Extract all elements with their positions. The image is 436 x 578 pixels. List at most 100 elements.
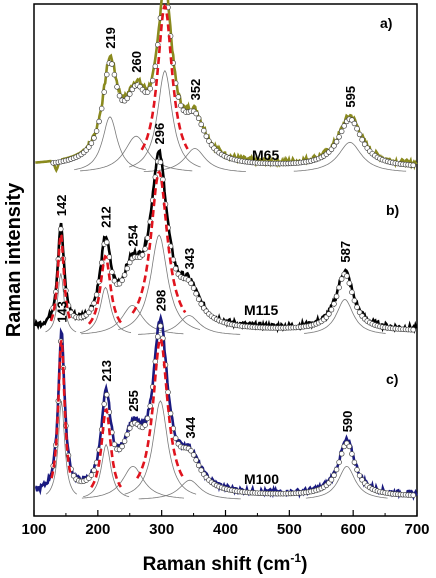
y-axis-label: Raman intensity <box>3 182 25 337</box>
component-peak-595 <box>293 141 407 172</box>
fit-point <box>336 459 342 465</box>
peak-label-260: 260 <box>129 51 144 73</box>
fit-point <box>124 95 130 102</box>
fit-point <box>88 140 95 146</box>
fit-point <box>96 118 102 125</box>
fit-point <box>190 285 197 291</box>
fit-point <box>121 272 128 278</box>
fit-point <box>178 102 184 109</box>
x-tick-label-500: 500 <box>277 521 302 538</box>
fit-point <box>356 309 363 316</box>
fit-markers <box>50 158 416 333</box>
fit-point <box>172 265 179 272</box>
peak-label-142: 142 <box>54 195 69 217</box>
fit-point <box>104 392 110 398</box>
fit-point <box>101 401 107 407</box>
red-fit-305 <box>140 3 189 151</box>
fit-point <box>195 115 202 122</box>
component-peak-296 <box>118 234 201 331</box>
fit-point <box>193 110 199 117</box>
fit-point <box>351 297 358 304</box>
fit-point <box>338 276 345 282</box>
x-tick-label-200: 200 <box>85 521 110 538</box>
fit-point <box>149 77 156 84</box>
peak-label-143: 143 <box>54 301 69 323</box>
fit-point <box>198 467 204 473</box>
fit-point <box>119 277 125 284</box>
fit-point <box>139 252 146 258</box>
fit-point <box>410 162 416 169</box>
fit-point <box>333 466 340 473</box>
fit-point <box>336 134 342 140</box>
component-peak-213 <box>83 443 130 498</box>
fit-point <box>155 333 161 340</box>
peak-label-296: 296 <box>152 123 167 145</box>
fit-point <box>127 425 133 431</box>
fit-point <box>356 131 363 138</box>
fit-point <box>88 472 95 478</box>
fit-point <box>165 389 171 395</box>
fit-point <box>354 125 360 132</box>
fit-point <box>206 138 212 144</box>
x-tick-label-300: 300 <box>149 521 174 538</box>
fit-point <box>124 265 130 272</box>
fit-point <box>116 93 123 99</box>
fit-point <box>147 85 153 92</box>
fit-point <box>152 63 159 70</box>
fit-point <box>349 289 355 295</box>
fit-point <box>167 410 174 417</box>
fit-point <box>155 42 161 48</box>
component-peak-219 <box>74 116 146 171</box>
fit-point <box>359 136 365 143</box>
fit-point <box>91 300 97 307</box>
component-peak-590 <box>305 465 388 499</box>
fit-point <box>109 269 115 275</box>
x-axis-label: Raman shift (cm-1) <box>143 551 308 575</box>
peak-label-343: 343 <box>182 248 197 270</box>
peak-label-352: 352 <box>188 79 203 101</box>
x-axis: 100 200 300 400 500 600 700 <box>21 510 430 538</box>
component-peak-255 <box>81 465 185 499</box>
fit-point <box>104 71 110 78</box>
fit-point <box>124 431 130 438</box>
red-fit-213 <box>90 407 122 489</box>
red-fit-142 <box>49 231 72 322</box>
fit-point <box>326 311 332 317</box>
fit-point <box>86 144 92 150</box>
x-tick-label-400: 400 <box>213 521 238 538</box>
fit-point <box>119 443 125 450</box>
fit-point <box>328 476 335 483</box>
fit-point <box>157 159 164 165</box>
fit-point <box>410 327 416 333</box>
fit-point <box>198 121 204 128</box>
component-peak-212 <box>79 286 132 334</box>
fit-point <box>338 451 345 457</box>
fit-point <box>333 139 340 145</box>
fit-point <box>354 467 360 473</box>
component-peak-143 <box>45 400 78 495</box>
fit-point <box>58 226 64 232</box>
fit-point <box>188 280 194 287</box>
fit-point <box>195 462 202 469</box>
fit-point <box>111 441 118 448</box>
fit-point <box>101 89 107 95</box>
fit-point <box>193 290 199 297</box>
x-axis-label-close: ) <box>301 554 307 575</box>
fit-point <box>338 128 345 135</box>
red-fit-298 <box>136 336 185 479</box>
fit-point <box>344 273 350 279</box>
fit-markers <box>50 323 416 498</box>
peak-label-219: 219 <box>103 27 118 49</box>
peak-label-595: 595 <box>343 86 358 108</box>
panel-b: 142 212 254 296 343 587 M115 b) <box>34 123 418 335</box>
red-fit-296 <box>131 170 187 314</box>
fit-point <box>144 415 151 422</box>
fit-point <box>142 422 148 428</box>
fit-point <box>331 301 337 307</box>
fit-point <box>203 133 210 140</box>
x-tick-label-700: 700 <box>404 521 429 538</box>
fit-point <box>142 246 148 252</box>
fit-point <box>331 143 337 149</box>
fit-point <box>354 304 360 310</box>
